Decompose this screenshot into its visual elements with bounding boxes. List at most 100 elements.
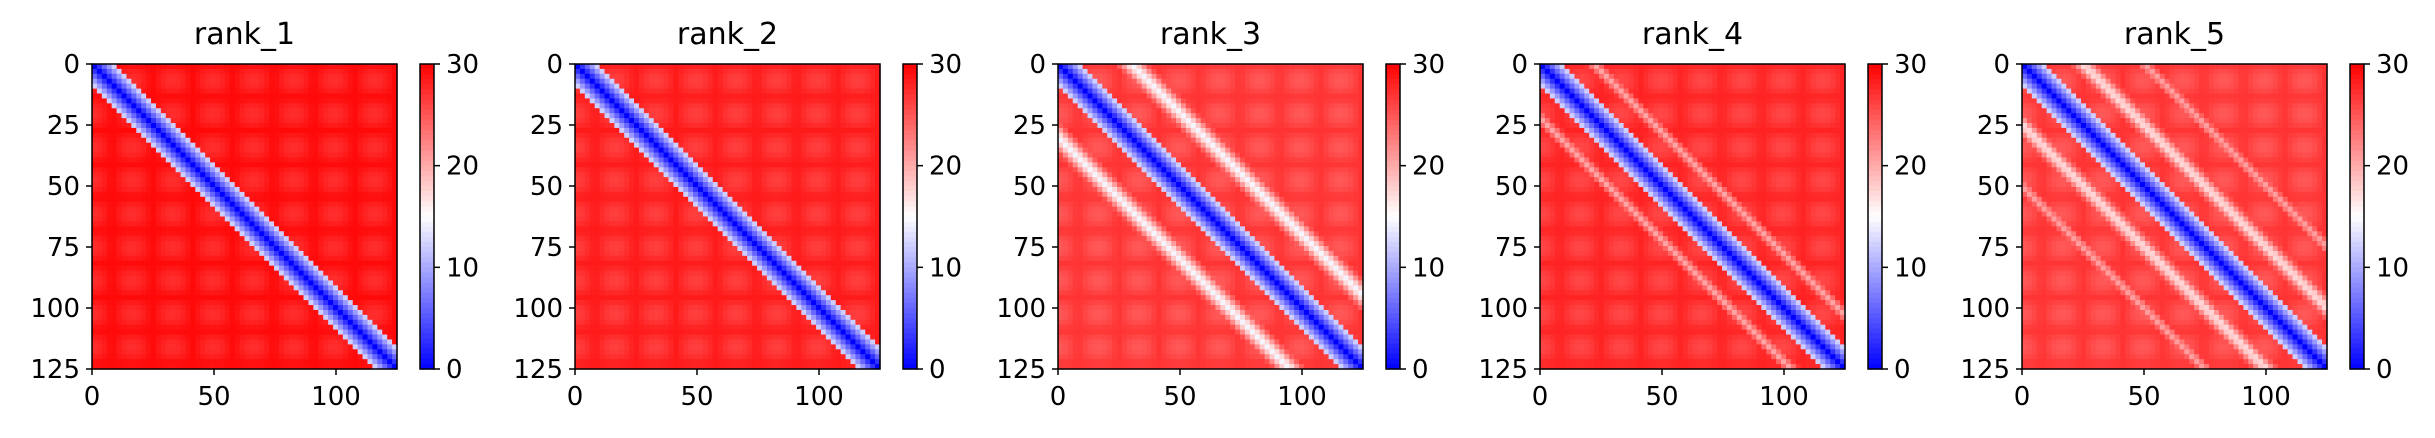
heatmap-cell <box>664 84 670 90</box>
heatmap-cell <box>141 182 147 188</box>
heatmap-cell <box>304 202 310 208</box>
heatmap-cell <box>205 207 211 213</box>
heatmap-cell <box>811 94 817 100</box>
heatmap-cell <box>112 64 118 70</box>
heatmap-cell <box>328 280 334 286</box>
heatmap-cell <box>117 271 123 277</box>
heatmap-cell <box>372 246 378 252</box>
heatmap-cell <box>92 98 98 104</box>
heatmap-cell <box>328 138 334 144</box>
heatmap-cell <box>102 89 108 95</box>
heatmap-cell <box>323 118 329 124</box>
heatmap-cell <box>348 266 354 272</box>
heatmap-cell <box>294 354 300 360</box>
heatmap-cell <box>353 177 359 183</box>
heatmap-cell <box>308 226 314 232</box>
heatmap-cell <box>353 354 359 360</box>
heatmap-cell <box>240 276 246 282</box>
heatmap-cell <box>92 84 98 90</box>
panel-1: rank_102550751001250 50 1000102030 <box>30 17 479 412</box>
heatmap-cell <box>92 123 98 129</box>
heatmap-cell <box>811 133 817 139</box>
heatmap-cell <box>343 256 349 262</box>
heatmap-cell <box>372 221 378 227</box>
heatmap-cell <box>348 113 354 119</box>
heatmap-cell <box>304 246 310 252</box>
heatmap-cell <box>782 64 788 70</box>
heatmap-cell <box>122 261 128 267</box>
heatmap-cell <box>269 167 275 173</box>
heatmap-cell <box>600 108 606 114</box>
heatmap-cell <box>141 246 147 252</box>
heatmap-cell <box>161 266 167 272</box>
heatmap-cell <box>245 98 251 104</box>
heatmap-cell <box>274 221 280 227</box>
heatmap-cell <box>225 246 231 252</box>
heatmap-cell <box>826 118 832 124</box>
heatmap-cell <box>171 182 177 188</box>
heatmap-cell <box>220 69 226 75</box>
heatmap-cell <box>122 177 128 183</box>
heatmap-cell <box>821 94 827 100</box>
heatmap-cell <box>249 217 255 223</box>
heatmap-cell <box>372 359 378 365</box>
heatmap-cell <box>318 89 324 95</box>
heatmap-cell <box>181 300 187 306</box>
heatmap-cell <box>308 143 314 149</box>
heatmap-cell <box>220 98 226 104</box>
heatmap-cell <box>595 74 601 80</box>
heatmap-cell <box>367 182 373 188</box>
heatmap-cell <box>151 69 157 75</box>
heatmap-cell <box>289 207 295 213</box>
heatmap-cell <box>195 177 201 183</box>
heatmap-cell <box>112 118 118 124</box>
heatmap-cell <box>220 271 226 277</box>
heatmap-cell <box>235 276 241 282</box>
heatmap-cell <box>363 285 369 291</box>
heatmap-cell <box>151 217 157 223</box>
heatmap-cell <box>151 339 157 345</box>
heatmap-cell <box>299 231 305 237</box>
heatmap-cell <box>806 79 812 85</box>
heatmap-cell <box>718 98 724 104</box>
heatmap-cell <box>146 187 152 193</box>
heatmap-cell <box>117 226 123 232</box>
heatmap-cell <box>624 79 630 85</box>
heatmap-cell <box>112 276 118 282</box>
heatmap-cell <box>367 241 373 247</box>
colorbar-segment <box>420 120 434 126</box>
heatmap-cell <box>200 79 206 85</box>
heatmap-cell <box>141 354 147 360</box>
heatmap-cell <box>136 349 142 355</box>
heatmap-cell <box>323 339 329 345</box>
heatmap-cell <box>245 320 251 326</box>
heatmap-cell <box>767 74 773 80</box>
heatmap-cell <box>284 359 290 365</box>
heatmap-cell <box>659 79 665 85</box>
heatmap-cell <box>850 128 856 134</box>
heatmap-cell <box>284 138 290 144</box>
heatmap-cell <box>860 138 866 144</box>
heatmap-cell <box>377 69 383 75</box>
heatmap-cell <box>249 325 255 331</box>
heatmap-cell <box>274 266 280 272</box>
heatmap-cell <box>382 354 388 360</box>
heatmap-cell <box>698 89 704 95</box>
heatmap-cell <box>117 133 123 139</box>
heatmap-cell <box>353 310 359 316</box>
heatmap-cell <box>304 89 310 95</box>
heatmap-cell <box>181 113 187 119</box>
heatmap-cell <box>151 236 157 242</box>
heatmap-cell <box>126 64 132 70</box>
heatmap-cell <box>240 315 246 321</box>
heatmap-cell <box>126 266 132 272</box>
heatmap-cell <box>575 148 581 154</box>
heatmap-cell <box>747 118 753 124</box>
heatmap-cell <box>274 153 280 159</box>
heatmap-cell <box>313 187 319 193</box>
heatmap-cell <box>122 182 128 188</box>
heatmap-cell <box>235 182 241 188</box>
heatmap-cell <box>826 89 832 95</box>
heatmap-cell <box>181 280 187 286</box>
heatmap-cell <box>308 339 314 345</box>
